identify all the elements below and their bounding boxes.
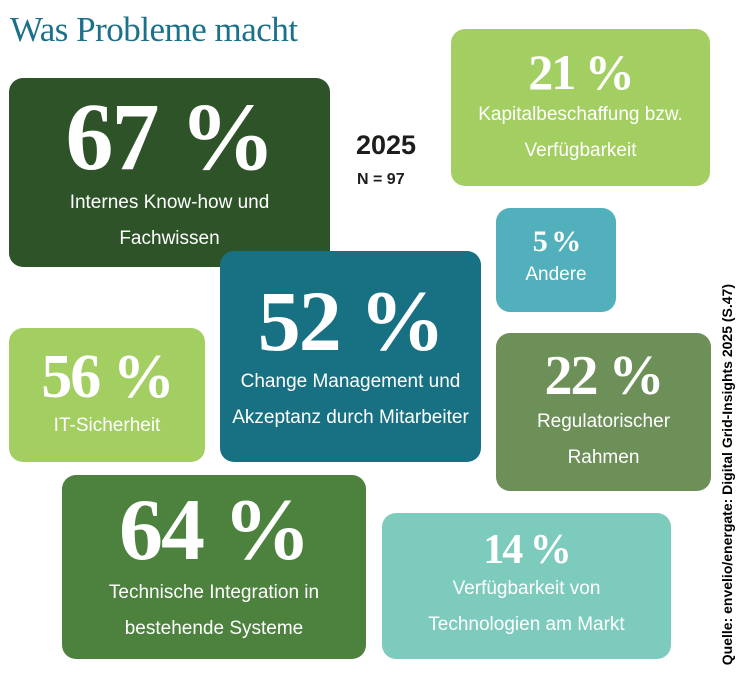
stat-label: Internes Know-how und Fachwissen — [69, 191, 270, 249]
stat-value: 5 % — [532, 225, 581, 258]
stat-value: 67 % — [65, 82, 276, 190]
stat-label: Kapitalbeschaffung bzw. Verfügbarkeit — [478, 103, 683, 161]
stat-box: 21 % Kapitalbeschaffung bzw. Verfügbarkei… — [451, 29, 710, 186]
stat-label: IT-Sicherheit — [53, 415, 161, 436]
stat-box: 52 % Change Management und Akzeptanz durc… — [220, 251, 481, 462]
source-note: Quelle: envelio/energate: Digital Grid-I… — [719, 283, 735, 665]
stat-box: 64 % Technische Integration in bestehende… — [62, 475, 366, 659]
stat-value: 22 % — [544, 345, 665, 407]
stat-box: 14 % Verfügbarkeit von Technologien am Ma… — [382, 513, 671, 659]
stat-label: Change Management und Akzeptanz durch Mi… — [232, 370, 469, 428]
stat-label: Technische Integration in bestehende Sys… — [108, 582, 320, 639]
stat-value: 14 % — [483, 527, 571, 573]
stat-label: Regulatorischer Rahmen — [536, 411, 671, 468]
stat-box: 56 % IT-Sicherheit — [9, 328, 205, 462]
stat-label: Verfügbarkeit von Technologien am Markt — [428, 578, 625, 635]
stat-value: 56 % — [41, 343, 174, 411]
stat-label: Andere — [525, 264, 587, 285]
chart-title: Was Probleme macht — [10, 10, 298, 49]
stat-box: 5 % Andere — [496, 208, 616, 312]
year-label: 2025 — [356, 130, 417, 160]
sample-size: N = 97 — [357, 171, 405, 188]
stat-value: 52 % — [257, 272, 445, 369]
stat-value: 21 % — [528, 43, 634, 100]
stat-box: 22 % Regulatorischer Rahmen — [496, 333, 711, 491]
stat-value: 64 % — [119, 482, 311, 579]
stat-box: 67 % Internes Know-how und Fachwissen — [9, 78, 330, 267]
